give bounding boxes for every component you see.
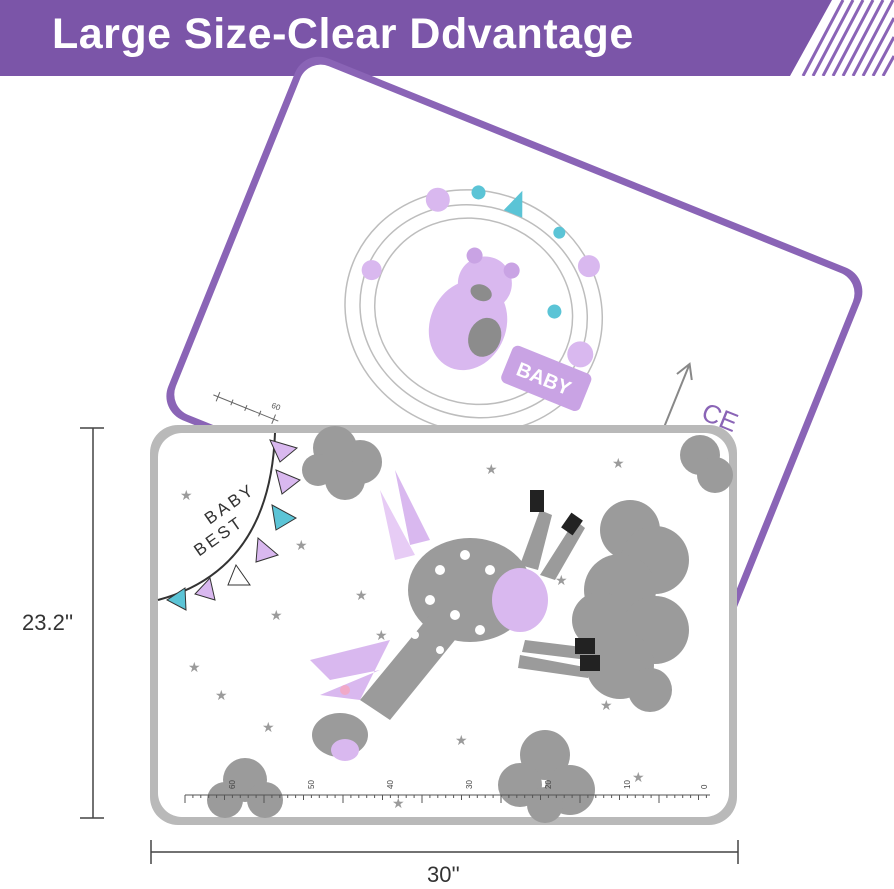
front-changing-mat: BEST BABY [150, 425, 737, 825]
bear-illustration [428, 247, 520, 371]
cloud-illustrations [207, 426, 733, 823]
svg-text:★: ★ [295, 537, 308, 553]
svg-text:★: ★ [632, 769, 645, 785]
ruler-label: 50 [307, 780, 316, 789]
width-measurement-label: 30'' [427, 862, 460, 887]
svg-text:★: ★ [188, 659, 201, 675]
banner-title: Large Size-Clear Ddvantage [52, 10, 634, 58]
height-measurement-label: 23.2'' [22, 610, 74, 635]
ruler-label: 60 [228, 780, 237, 789]
svg-text:★: ★ [555, 572, 568, 588]
ruler-label: 40 [386, 780, 395, 789]
unicorn-illustration [310, 470, 600, 761]
star-decorations: ★ ★ ★ ★ ★ ★ ★ ★ ★ ★ ★ ★ ★ ★ ★ [180, 455, 645, 811]
svg-text:★: ★ [392, 795, 405, 811]
svg-text:★: ★ [215, 687, 228, 703]
ruler-label: 10 [623, 780, 632, 789]
svg-text:★: ★ [355, 587, 368, 603]
back-ruler [213, 391, 279, 425]
svg-text:★: ★ [270, 607, 283, 623]
svg-text:★: ★ [612, 455, 625, 471]
svg-text:★: ★ [180, 487, 193, 503]
svg-text:★: ★ [455, 732, 468, 748]
svg-text:★: ★ [375, 627, 388, 643]
sun-corner-illustration [157, 432, 301, 611]
svg-text:★: ★ [600, 697, 613, 713]
svg-text:★: ★ [485, 461, 498, 477]
banner-background [0, 0, 894, 77]
ruler-label: 20 [544, 780, 553, 789]
banner-stripes [801, 0, 894, 77]
front-ruler-ticks [184, 795, 707, 803]
svg-text:★: ★ [262, 719, 275, 735]
front-ruler-labels: 60 50 40 30 20 10 0 [228, 780, 709, 789]
ruler-label: 30 [465, 780, 474, 789]
height-dimension-line [80, 427, 104, 819]
back-ruler-label: 60 [270, 401, 282, 413]
title-banner: Large Size-Clear Ddvantage [0, 0, 894, 77]
width-dimension-line [150, 840, 739, 864]
ruler-label: 0 [700, 784, 709, 789]
wreath-flowers [361, 185, 600, 368]
